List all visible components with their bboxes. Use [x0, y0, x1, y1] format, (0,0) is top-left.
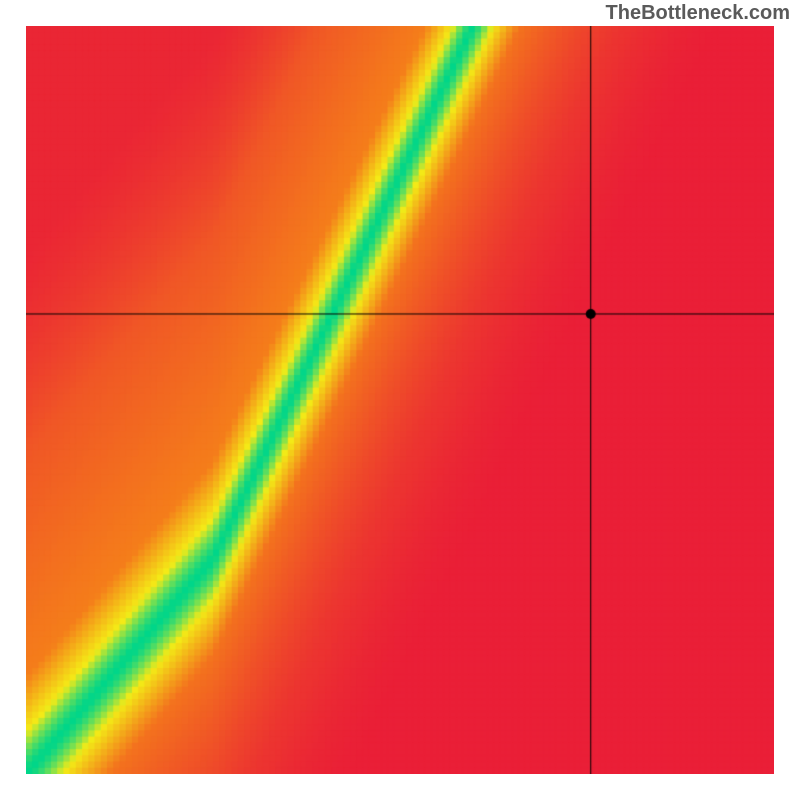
- plot-area: [26, 26, 774, 774]
- watermark-text: TheBottleneck.com: [606, 2, 790, 25]
- heatmap-canvas: [26, 26, 774, 774]
- chart-container: TheBottleneck.com: [0, 0, 800, 800]
